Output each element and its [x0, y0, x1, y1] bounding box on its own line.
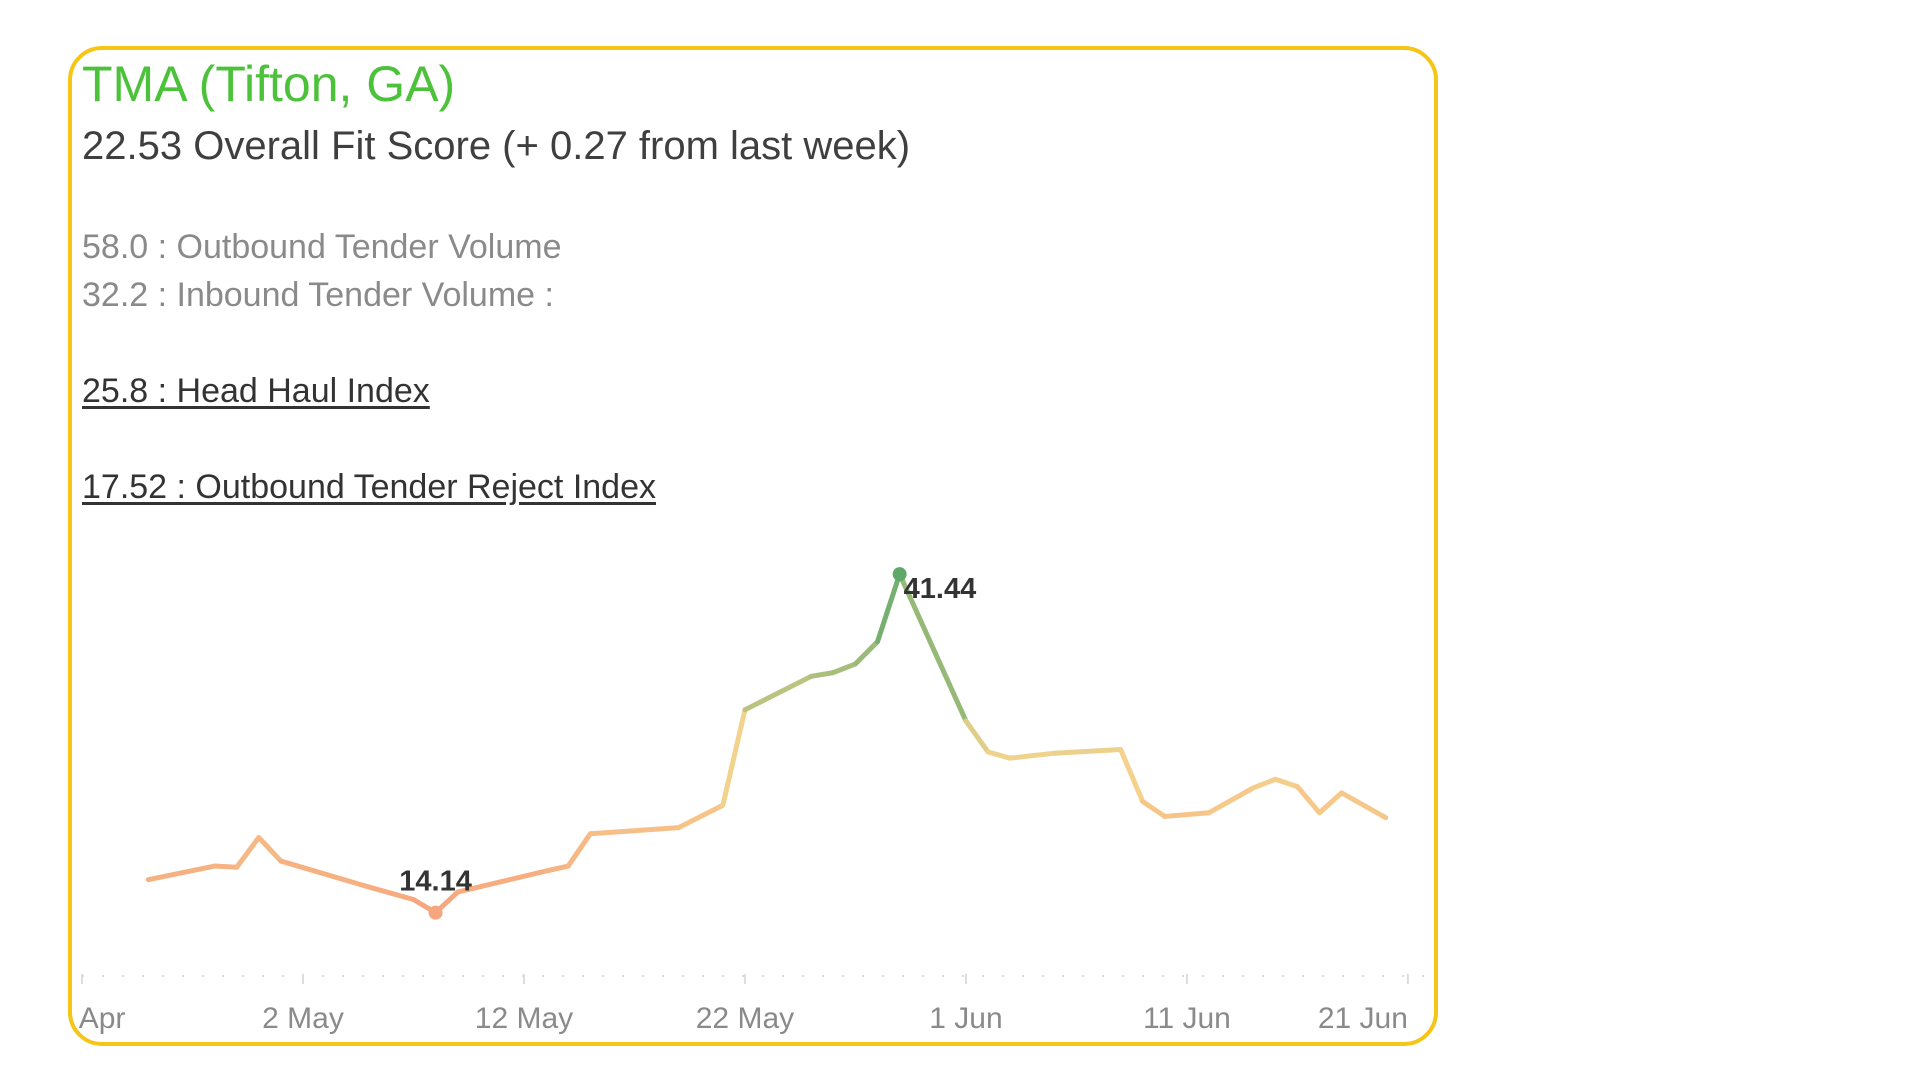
x-axis-tick-label: 22 May [696, 1002, 794, 1035]
min-marker [428, 905, 443, 920]
series-line-segment [676, 802, 726, 831]
fit-score-card: TMA (Tifton, GA) 22.53 Overall Fit Score… [68, 46, 1438, 1046]
x-axis-tick-label: 11 Jun [1143, 1002, 1231, 1035]
series-line-segment [256, 835, 284, 864]
series-line-segment [1206, 785, 1256, 816]
series-line-segment [543, 863, 571, 874]
metric-inbound-tender-volume: 32.2 : Inbound Tender Volume : [82, 276, 554, 314]
x-axis-tick-label: 1 Jun [929, 1002, 1002, 1035]
metric-head-haul-index-link[interactable]: 25.8 : Head Haul Index [82, 372, 430, 410]
overall-fit-score: 22.53 Overall Fit Score (+ 0.27 from las… [82, 124, 911, 168]
fit-score-line-chart: 22 Apr 2 May 12 May 22 May 1 Jun 11 Jun 21 Jun… [72, 567, 1430, 1035]
series-line-segment [278, 858, 372, 890]
series-line-segment [1294, 784, 1323, 816]
series-line-segment [720, 707, 748, 808]
series-line-segment [366, 884, 416, 903]
series-line-segment [852, 639, 881, 667]
series-line-segment [212, 863, 240, 870]
series-line-segment [1317, 790, 1345, 816]
page-title: TMA (Tifton, GA) [82, 56, 456, 112]
metric-outbound-tender-volume: 58.0 : Outbound Tender Volume [82, 228, 562, 266]
series-line-segment [985, 749, 1013, 761]
series-line-segment [742, 673, 814, 713]
series-line-segment [808, 670, 836, 679]
max-marker [892, 567, 907, 582]
series-line-segment [234, 835, 262, 870]
series-line-segment [963, 718, 991, 755]
series-line-segment [145, 863, 218, 883]
series-line-segment [565, 831, 593, 869]
series-line-segment [1007, 750, 1057, 761]
x-axis-tick-label: 2 May [262, 1002, 344, 1035]
series-line-segment [1272, 776, 1300, 790]
series-line-segment [875, 571, 903, 645]
series-line-segment [1140, 799, 1168, 819]
series-line-segment [455, 868, 549, 895]
metric-outbound-tender-reject-index-link[interactable]: 17.52 : Outbound Tender Reject Index [82, 468, 656, 506]
series-line-segment [1162, 810, 1212, 819]
x-axis-tick-label: 22 Apr [72, 1002, 125, 1035]
x-axis-tick-label: 21 Jun [1318, 1002, 1408, 1035]
series-line-segment [897, 571, 969, 724]
series-line-segment [1339, 790, 1389, 821]
x-axis-tick-label: 12 May [475, 1002, 573, 1035]
min-value-label: 14.14 [399, 866, 472, 898]
series-line-segment [1118, 746, 1146, 805]
series-line-segment [587, 825, 682, 837]
series-line-segment [1250, 776, 1278, 791]
max-value-label: 41.44 [904, 573, 977, 605]
series-line-segment [1051, 746, 1124, 756]
series-line-segment [830, 661, 858, 676]
